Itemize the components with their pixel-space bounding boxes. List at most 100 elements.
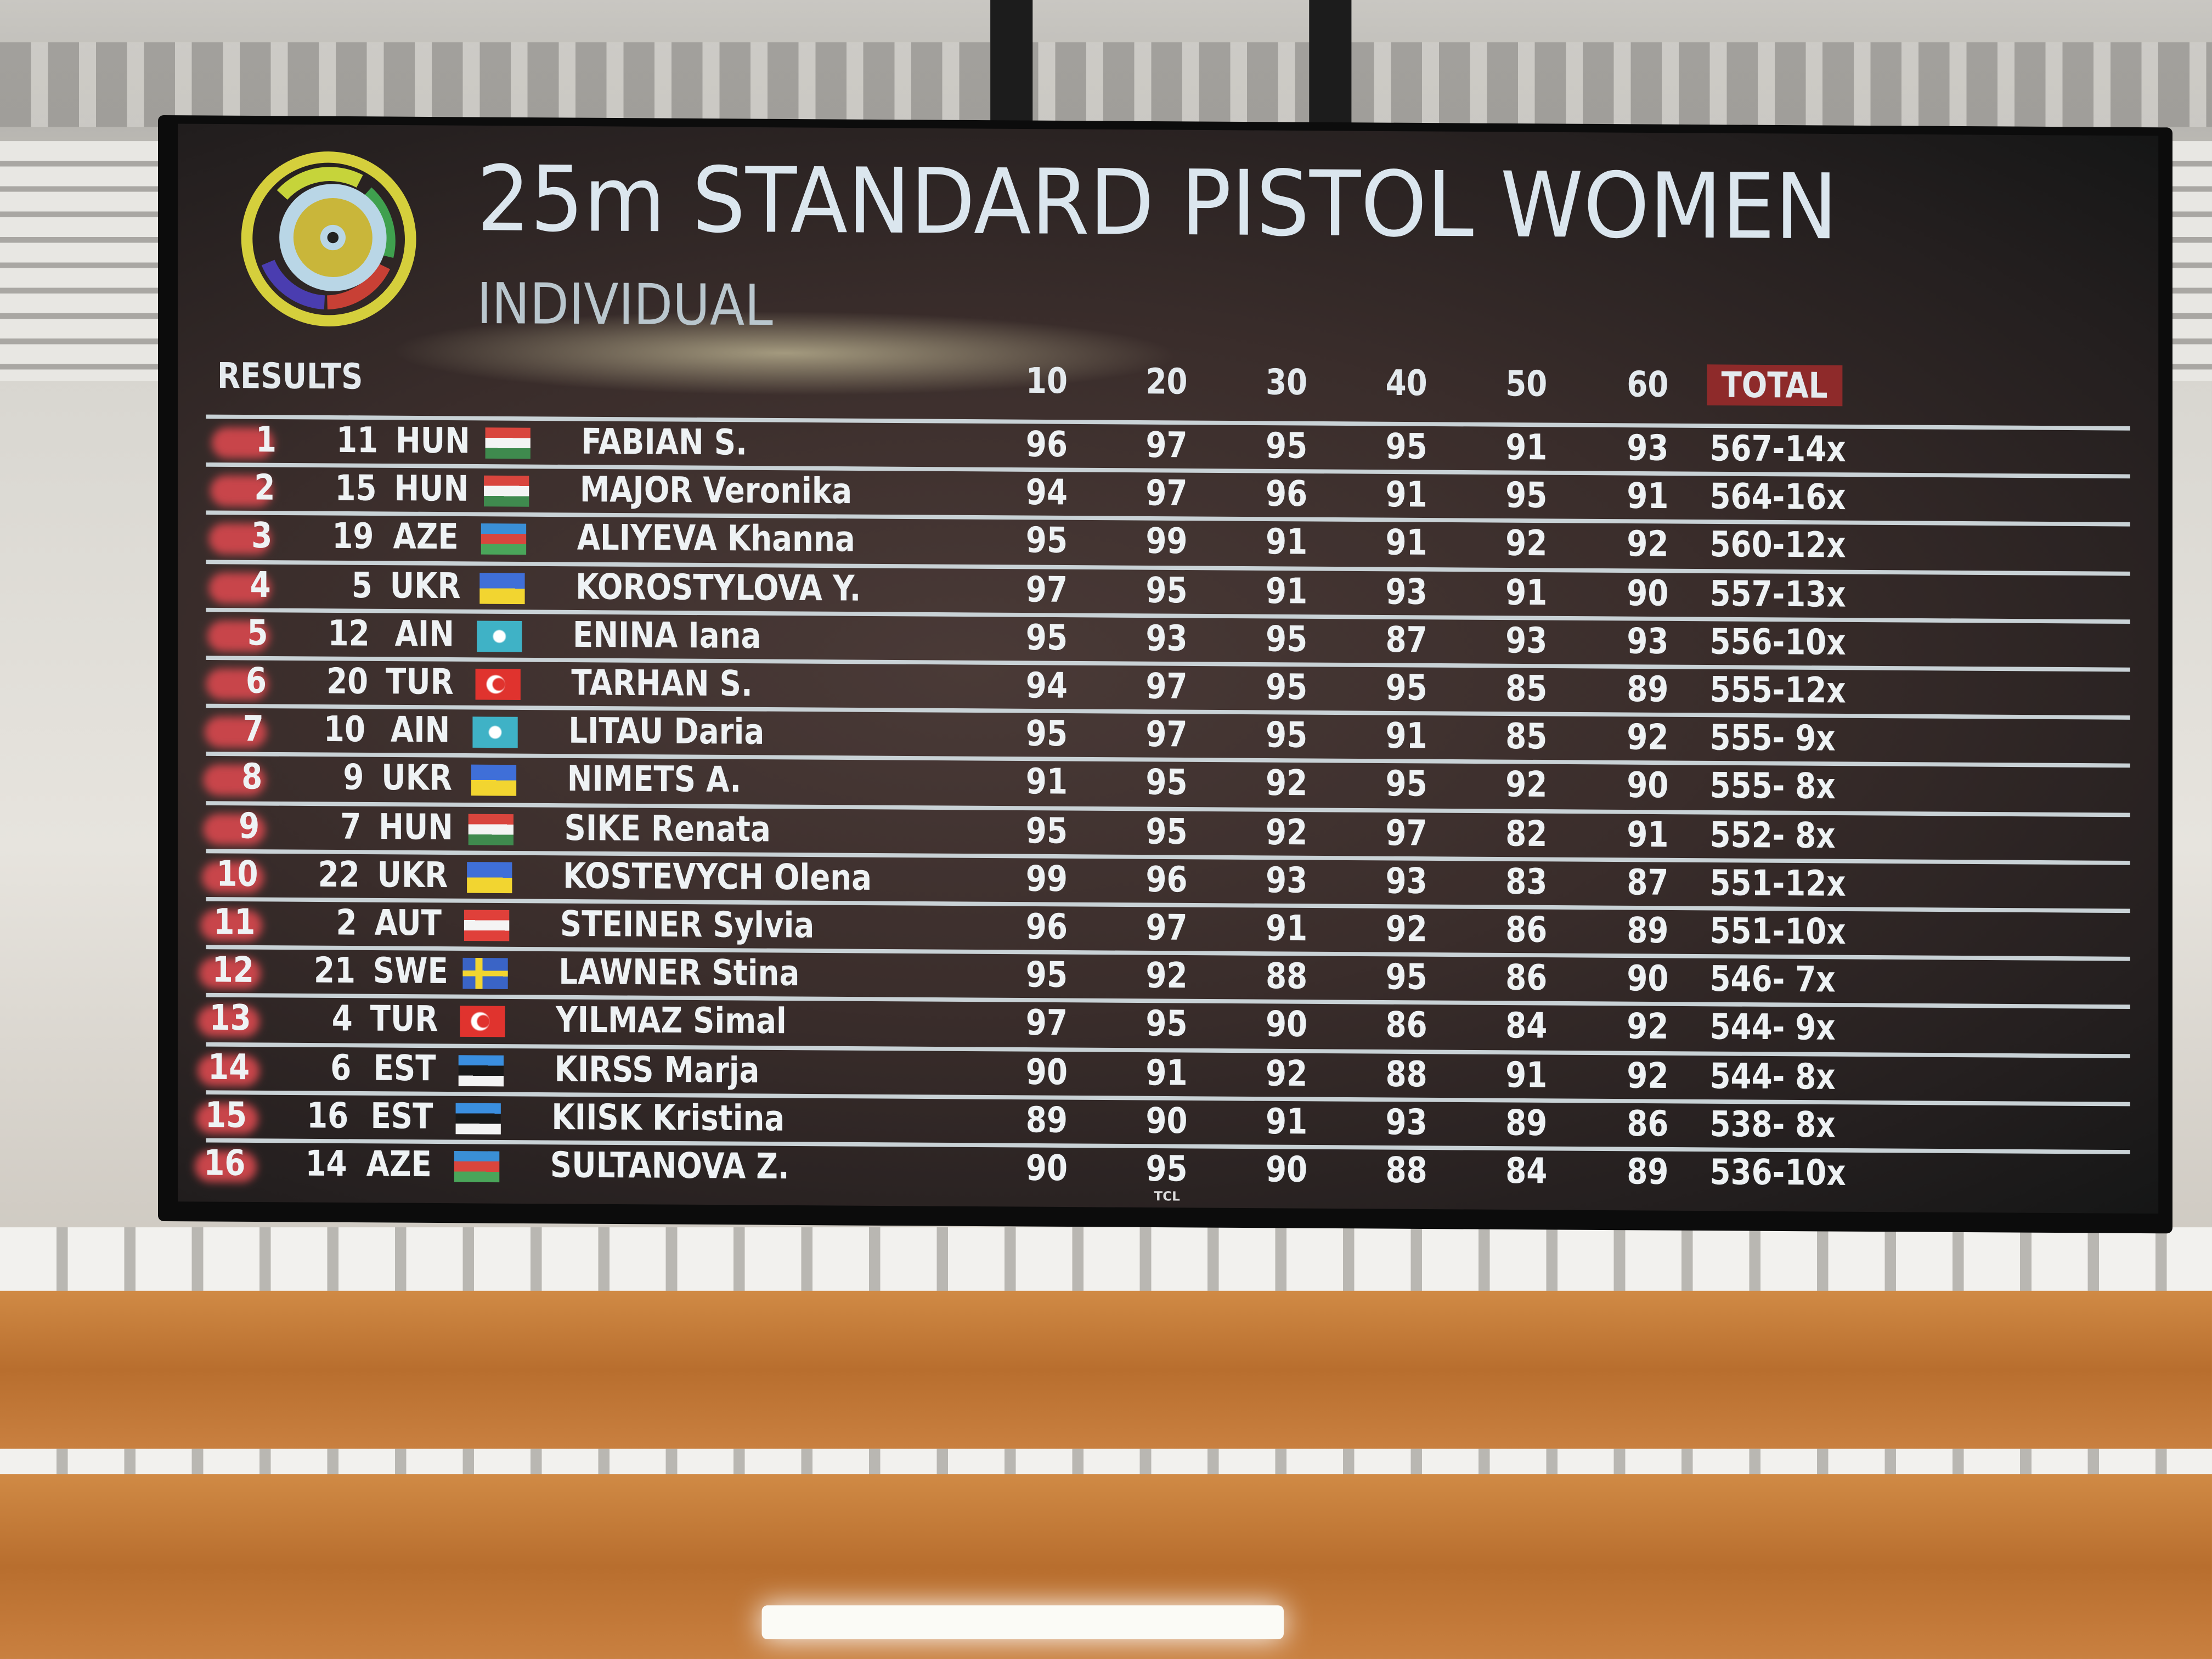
series-score: 82 [1505,812,1548,854]
series-score: 95 [1266,666,1308,708]
mount-pole [990,0,1033,134]
total-score: 556-10x [1709,620,1846,663]
series-score: 88 [1266,956,1308,997]
country-code: HUN [393,468,469,510]
series-score: 90 [1025,1147,1068,1189]
total-score: 551-10x [1709,910,1846,952]
bib-number: 22 [317,854,359,895]
series-score: 97 [1146,472,1188,514]
bib-number: 10 [323,709,365,751]
series-score: 91 [1627,813,1669,855]
athlete-name: NIMETS A. [566,758,741,801]
series-score: 87 [1385,619,1427,661]
total-score: 555-12x [1709,669,1846,711]
series-score: 89 [1627,668,1669,710]
series-score: 91 [1266,569,1308,611]
series-column-header: 40 [1385,362,1427,404]
rank: 7 [242,708,264,750]
bib-number: 11 [336,419,379,461]
series-score: 91 [1505,571,1548,613]
series-score: 90 [1146,1099,1188,1141]
country-code: EST [373,1047,436,1088]
series-score: 89 [1627,1151,1669,1193]
bib-number: 7 [340,805,362,847]
results-label: RESULTS [217,355,363,397]
total-score: 544- 9x [1709,1007,1836,1049]
rank: 4 [249,563,270,605]
series-score: 86 [1505,957,1548,999]
country-code: HUN [396,420,470,461]
athlete-name: ALIYEVA Khanna [577,517,855,560]
bib-number: 12 [328,612,370,654]
rank: 5 [247,612,268,653]
flag-estonia-icon [458,1054,503,1086]
series-score: 97 [1146,907,1188,949]
country-code: AZE [365,1143,431,1185]
series-score: 90 [1627,765,1669,806]
flag-ukraine-icon [470,765,516,797]
bib-number: 5 [351,564,372,606]
country-code: AUT [374,902,442,944]
series-score: 96 [1266,473,1308,515]
series-column-header: 60 [1627,364,1669,405]
ceiling-lamp [761,1605,1284,1639]
series-score: 92 [1627,716,1669,758]
results-display: 25m STANDARD PISTOL WOMEN INDIVIDUAL RES… [157,115,2172,1234]
series-score: 90 [1025,1051,1068,1092]
series-score: 96 [1025,424,1068,465]
flag-turkey-icon [460,1006,505,1038]
series-score: 90 [1627,958,1669,1000]
series-score: 96 [1146,859,1188,900]
series-score: 90 [1266,1149,1308,1190]
flag-ain-icon [477,620,522,652]
series-score: 90 [1266,1004,1308,1046]
series-score: 87 [1627,861,1669,903]
series-score: 92 [1505,764,1548,806]
country-code: SWE [372,950,448,992]
series-score: 95 [1146,569,1188,611]
bib-number: 16 [307,1094,349,1136]
series-score: 84 [1505,1006,1548,1047]
series-score: 95 [1266,425,1308,467]
series-score: 97 [1025,1002,1068,1044]
series-score: 88 [1385,1149,1427,1191]
series-score: 93 [1146,617,1188,659]
rank: 15 [205,1094,247,1136]
series-score: 91 [1266,521,1308,563]
country-code: EST [370,1095,433,1137]
flag-estonia-icon [455,1103,501,1135]
series-score: 91 [1385,715,1427,757]
bib-number: 4 [331,998,353,1040]
mount-pole [1309,0,1352,134]
series-score: 97 [1146,714,1188,755]
athlete-name: LAWNER Stina [557,951,799,994]
country-code: AIN [394,613,454,654]
country-code: UKR [389,565,460,606]
series-score: 97 [1146,665,1188,707]
series-score: 84 [1505,1150,1548,1192]
total-score: 551-12x [1709,862,1846,904]
country-code: TUR [370,998,438,1040]
athlete-name: KIISK Kristina [551,1096,785,1139]
series-score: 93 [1385,571,1427,612]
series-column-header: 50 [1505,363,1548,405]
ceiling-slats [0,1227,2212,1298]
bib-number: 9 [342,757,364,799]
series-score: 99 [1146,521,1188,562]
flag-ukraine-icon [478,572,524,604]
athlete-name: ENINA Iana [572,614,761,656]
country-code: TUR [385,661,453,703]
series-score: 95 [1025,713,1068,755]
series-score: 95 [1146,1148,1188,1189]
bib-number: 20 [325,661,368,702]
series-score: 85 [1505,716,1548,758]
total-column-header: TOTAL [1707,364,1842,407]
series-score: 89 [1627,910,1669,951]
series-score: 92 [1266,1052,1308,1094]
series-score: 92 [1505,523,1548,565]
series-score: 95 [1146,1003,1188,1045]
total-score: 555- 8x [1709,765,1836,808]
series-score: 91 [1385,522,1427,564]
series-score: 95 [1025,617,1068,658]
